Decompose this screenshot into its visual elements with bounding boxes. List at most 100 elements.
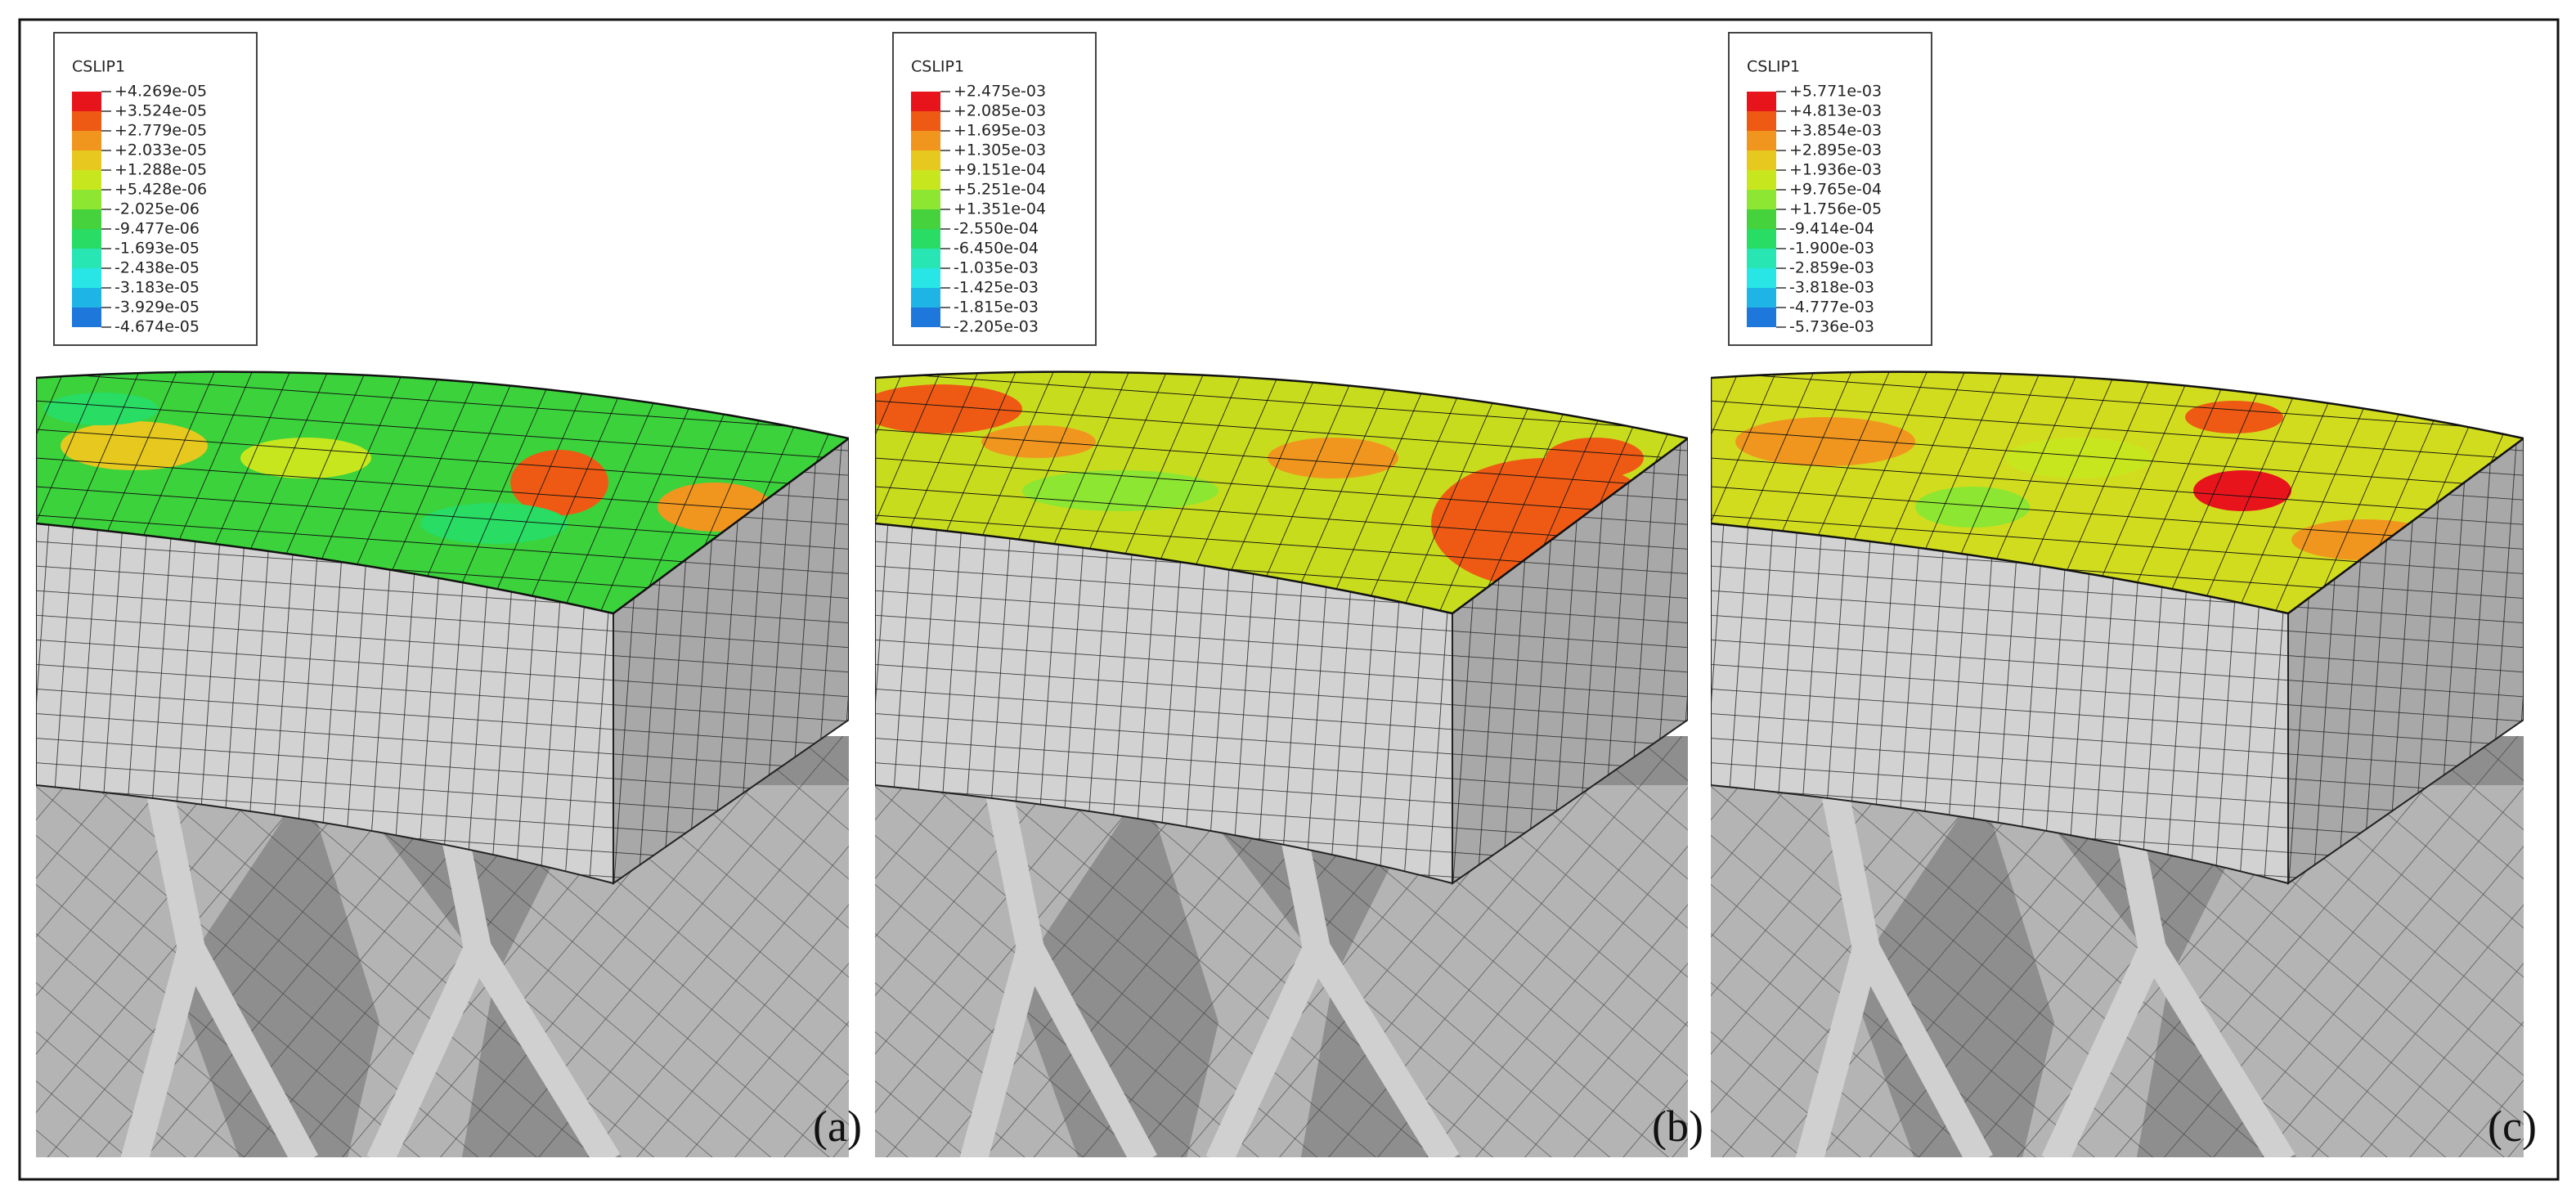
legend-title: CSLIP1 [72, 58, 125, 76]
top-outline [36, 370, 849, 615]
legend-swatch [72, 92, 101, 111]
top-mesh [1711, 371, 2524, 613]
panel-label: (a) [813, 1102, 862, 1151]
legend-swatch [1747, 190, 1776, 209]
legend-swatch [1747, 308, 1776, 327]
legend-swatch [1747, 150, 1776, 170]
legend-swatch [911, 190, 940, 209]
legend-level: +3.524e-05 [114, 102, 207, 120]
legend-level: +5.771e-03 [1789, 83, 1882, 101]
legend-level: +1.695e-03 [954, 122, 1046, 140]
legend-swatch [911, 308, 940, 327]
legend-level: +2.085e-03 [954, 102, 1046, 120]
legend-title: CSLIP1 [1747, 58, 1800, 76]
legend-level: +1.305e-03 [954, 141, 1046, 159]
legend-swatch [911, 150, 940, 170]
legend-level: -9.477e-06 [114, 220, 200, 238]
legend-level: -5.736e-03 [1789, 318, 1874, 336]
model-view [875, 370, 1688, 1157]
legend-level: +1.936e-03 [1789, 161, 1882, 179]
legend-level: -1.035e-03 [954, 259, 1039, 277]
legend-level: +9.151e-04 [954, 161, 1046, 179]
legend-level: -1.900e-03 [1789, 240, 1874, 258]
legend-swatch [1747, 268, 1776, 288]
panel: CSLIP1 +5.771e-03+4.813e-03 +3.854e-03+2.8… [1711, 32, 2537, 1157]
legend-level: -1.425e-03 [954, 279, 1039, 297]
front-mesh [36, 523, 613, 883]
legend-level: +4.813e-03 [1789, 102, 1882, 120]
legend-swatch [1747, 229, 1776, 249]
top-mesh [36, 371, 849, 613]
top-outline [875, 370, 1688, 615]
legend-level: +3.854e-03 [1789, 122, 1882, 140]
model-view [36, 370, 849, 1157]
legend-level: -2.859e-03 [1789, 259, 1874, 277]
struts [959, 782, 1460, 1157]
legend-level: +5.428e-06 [114, 181, 207, 199]
model-view [1711, 370, 2524, 1157]
legend-level: +4.269e-05 [114, 83, 207, 101]
front-mesh [1711, 523, 2288, 883]
legend-swatch [911, 249, 940, 268]
legend-level: -1.815e-03 [954, 299, 1039, 317]
panel: CSLIP1 +4.269e-05+3.524e-05 +2.779e-05+2.0… [36, 32, 862, 1157]
legend-swatch [72, 268, 101, 288]
right-mesh [2288, 438, 2524, 883]
legend-level: -4.674e-05 [114, 318, 200, 336]
legend-swatch [1747, 209, 1776, 229]
legend-level: -3.929e-05 [114, 299, 200, 317]
legend-level: +2.779e-05 [114, 122, 207, 140]
legend-swatch [72, 249, 101, 268]
legend-level: -3.183e-05 [114, 279, 200, 297]
legend-title: CSLIP1 [911, 58, 964, 76]
panel-label: (c) [2488, 1102, 2537, 1151]
legend-swatch [72, 288, 101, 308]
legend-level: +1.756e-05 [1789, 200, 1882, 218]
legend-swatch [72, 111, 101, 131]
legend-swatch [72, 131, 101, 150]
front-mesh [875, 523, 1452, 883]
legend-swatch [1747, 170, 1776, 190]
legend-swatch [911, 131, 940, 150]
legend-swatch [1747, 111, 1776, 131]
legend-swatch [911, 209, 940, 229]
legend-level: -6.450e-04 [954, 240, 1039, 258]
legend-swatch [1747, 288, 1776, 308]
legend-level: +2.475e-03 [954, 83, 1046, 101]
legend-swatch [911, 92, 940, 111]
legend-swatch [911, 229, 940, 249]
legend-level: -9.414e-04 [1789, 220, 1874, 238]
legend-swatch [72, 150, 101, 170]
legend-swatch [72, 209, 101, 229]
legend-level: -2.205e-03 [954, 318, 1039, 336]
legend-swatch [72, 190, 101, 209]
legend-level: -4.777e-03 [1789, 299, 1874, 317]
legend-swatch [911, 170, 940, 190]
legend-swatch [911, 268, 940, 288]
top-outline [1711, 370, 2524, 615]
right-mesh [613, 438, 849, 883]
legend-level: +5.251e-04 [954, 181, 1046, 199]
contours [875, 371, 1688, 613]
legend-level: -2.438e-05 [114, 259, 200, 277]
right-mesh [1452, 438, 1688, 883]
top-mesh [875, 371, 1688, 613]
legend-level: -2.025e-06 [114, 200, 200, 218]
legend-level: -1.693e-05 [114, 240, 200, 258]
legend-swatch [911, 288, 940, 308]
legend-swatch [72, 308, 101, 327]
contours [36, 371, 849, 613]
legend-level: +1.351e-04 [954, 200, 1046, 218]
legend-level: +9.765e-04 [1789, 181, 1882, 199]
legend-level: +2.033e-05 [114, 141, 207, 159]
legend-level: -2.550e-04 [954, 220, 1039, 238]
panel: CSLIP1+2.475e-03+2.085e-03+1.695e-03+1.3… [875, 32, 1703, 1157]
legend-swatch [1747, 249, 1776, 268]
panel-label: (b) [1652, 1102, 1703, 1151]
struts [1795, 782, 2296, 1157]
legend-swatch [1747, 92, 1776, 111]
frame [18, 18, 2560, 1181]
legend-swatch [911, 111, 940, 131]
